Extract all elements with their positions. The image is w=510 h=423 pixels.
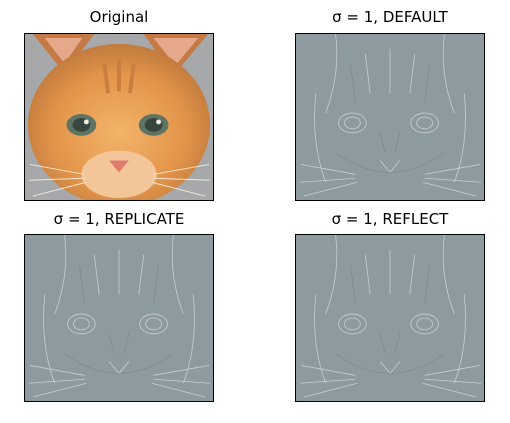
panel-title-default: σ = 1, DEFAULT xyxy=(332,8,448,26)
panel-title-original: Original xyxy=(89,8,149,26)
panel-title-replicate: σ = 1, REPLICATE xyxy=(53,210,185,228)
filtered-image-reflect xyxy=(295,234,485,402)
original-image xyxy=(24,33,214,201)
filtered-image-default xyxy=(295,33,485,201)
filtered-image-replicate xyxy=(24,234,214,402)
panel-title-reflect: σ = 1, REFLECT xyxy=(331,210,449,228)
